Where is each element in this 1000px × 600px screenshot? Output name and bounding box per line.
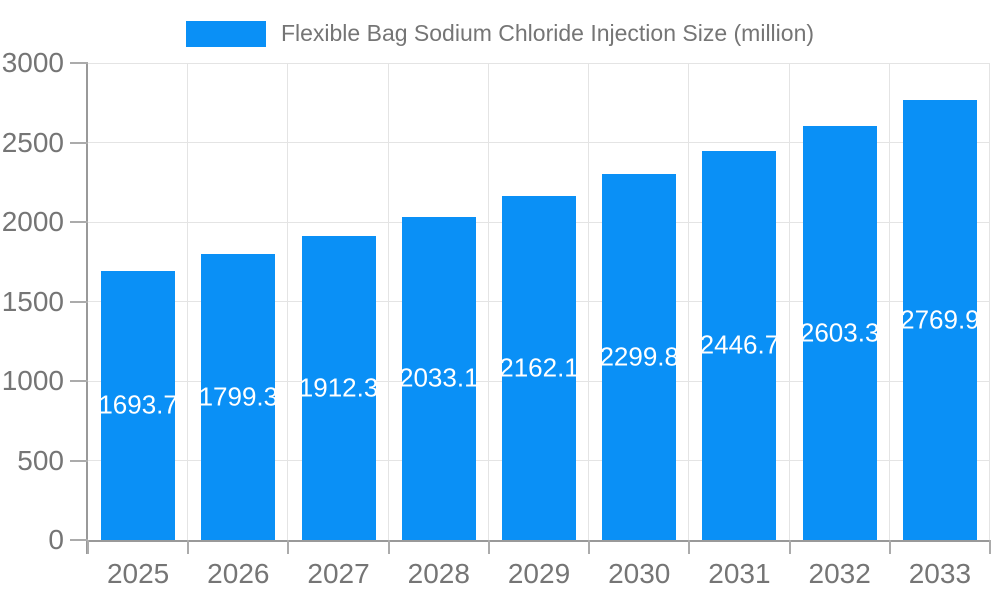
y-axis-label: 1000 (1, 365, 64, 396)
chart-title: Flexible Bag Sodium Chloride Injection S… (280, 20, 815, 46)
x-axis-label: 2029 (507, 558, 571, 589)
y-axis-tick (70, 300, 88, 303)
y-axis-tick (70, 141, 88, 144)
x-axis-label: 2030 (608, 558, 671, 589)
gridline-vertical (287, 63, 289, 540)
gridline-vertical (688, 63, 690, 540)
bar-value-label: 2769.9 (900, 304, 980, 335)
y-axis-tick (70, 221, 88, 223)
gridline-vertical (989, 63, 990, 540)
bar (201, 253, 276, 540)
x-axis-tick (487, 540, 490, 554)
bar (401, 216, 476, 540)
gridline-horizontal (88, 142, 990, 143)
y-axis-tick (70, 380, 88, 382)
y-axis-label: 0 (48, 524, 64, 555)
gridline-vertical (788, 63, 790, 540)
bar (101, 270, 176, 540)
x-axis-tick (888, 540, 891, 554)
bar (301, 235, 376, 540)
gridline-vertical (888, 63, 890, 540)
gridline-vertical (187, 63, 189, 540)
gridline-horizontal (88, 62, 990, 64)
x-axis-tick (87, 540, 89, 554)
bar-value-label: 2162.1 (499, 352, 579, 383)
bar (902, 99, 977, 540)
x-axis-tick (688, 540, 691, 554)
y-axis-tick (70, 539, 88, 541)
y-axis-label: 1500 (1, 285, 64, 317)
bar-value-label: 2446.7 (699, 329, 780, 360)
y-axis-tick (70, 459, 88, 462)
bar-value-label: 2033.1 (399, 362, 479, 393)
bar-value-label: 1912.3 (298, 372, 379, 403)
y-axis-label: 500 (17, 444, 64, 476)
x-axis-tick (788, 540, 791, 554)
bar (802, 126, 877, 540)
x-axis-line (88, 540, 990, 542)
x-axis-tick (989, 540, 991, 554)
bar-value-label: 1799.3 (198, 381, 279, 412)
x-axis-label: 2028 (407, 558, 470, 589)
legend-swatch (185, 20, 266, 47)
x-axis-tick (387, 540, 390, 554)
bar (702, 150, 777, 540)
bar (602, 174, 677, 540)
x-axis-tick (588, 540, 591, 554)
bar-value-label: 2299.8 (599, 341, 679, 372)
y-axis-label: 2500 (1, 126, 64, 158)
plot-area: 0 500 1000 1500 2000 2500 3000 1693.7 2025 1799.3… (2, 47, 991, 589)
x-axis-label: 2025 (106, 558, 170, 589)
gridline-vertical (487, 63, 489, 540)
x-axis-tick (187, 540, 190, 554)
x-axis-label: 2026 (207, 558, 270, 589)
bar-value-label: 2603.3 (799, 317, 880, 348)
x-axis-label: 2033 (908, 558, 972, 589)
x-axis-tick (287, 540, 290, 554)
chart-legend: Flexible Bag Sodium Chloride Injection S… (0, 20, 1000, 47)
gridline-vertical (588, 63, 590, 540)
y-axis-label: 2000 (1, 206, 64, 237)
x-axis-label: 2032 (808, 558, 871, 589)
bar (502, 196, 576, 540)
x-axis-label: 2031 (708, 558, 771, 589)
y-axis-line (86, 63, 88, 554)
x-axis-label: 2027 (307, 558, 370, 589)
y-axis-tick (70, 62, 88, 64)
y-axis-label: 3000 (1, 47, 64, 78)
gridline-vertical (387, 63, 389, 540)
bar-value-label: 1693.7 (98, 389, 178, 420)
